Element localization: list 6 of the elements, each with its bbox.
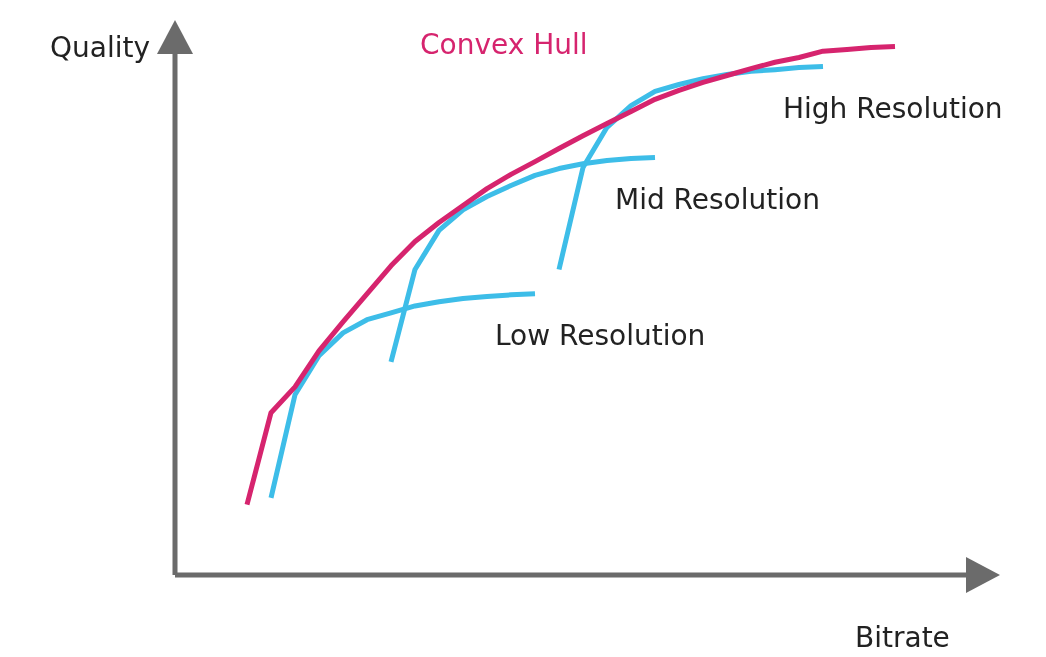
- y-axis-title: Quality: [49, 31, 150, 65]
- x-axis-title: Bitrate: [855, 621, 950, 655]
- series-label: Mid Resolution: [615, 182, 820, 216]
- series-label: Low Resolution: [495, 319, 706, 353]
- text: Convex Hull: [420, 27, 588, 61]
- series-label: High Resolution: [783, 91, 1003, 125]
